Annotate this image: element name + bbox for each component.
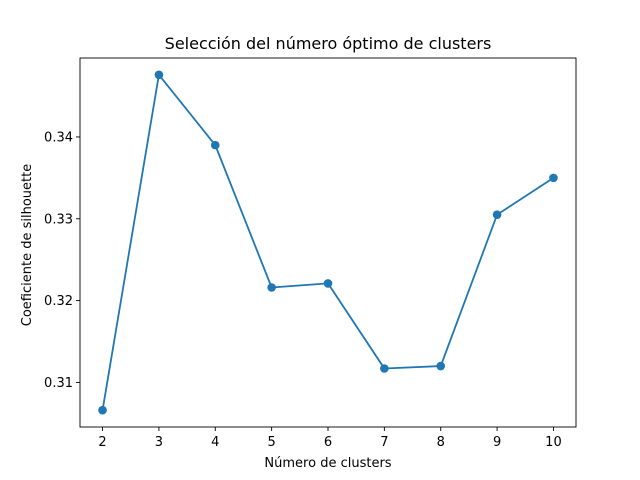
data-point [323,279,333,288]
data-point [154,70,164,80]
x-tick-label: 3 [155,435,163,450]
y-tick-label: 0.31 [44,376,73,391]
y-axis-label: Coeficiente de silhouette [20,164,35,326]
data-point [436,361,446,371]
x-tick-label: 2 [98,435,106,450]
x-tick-label: 10 [545,435,562,450]
data-point [210,140,220,150]
x-tick-label: 6 [324,435,332,450]
x-tick-label: 8 [437,435,445,450]
plot-area: 2 3 4 5 6 7 8 9 10 0.31 0.32 0.33 0.34 [44,57,577,450]
x-tick-label: 5 [267,435,275,450]
data-point [549,173,558,183]
x-tick-label: 7 [380,435,388,450]
x-tick-label: 4 [211,435,219,450]
x-axis-label: Número de clusters [264,456,391,471]
chart-title: Selección del número óptimo de clusters [165,34,492,53]
data-point [380,364,389,373]
y-tick-label: 0.34 [44,130,73,145]
data-point [492,210,502,219]
y-tick-label: 0.32 [44,294,73,309]
data-point [98,405,107,415]
data-point [267,283,276,292]
y-tick-label: 0.33 [44,212,73,227]
x-tick-label: 9 [493,435,501,450]
